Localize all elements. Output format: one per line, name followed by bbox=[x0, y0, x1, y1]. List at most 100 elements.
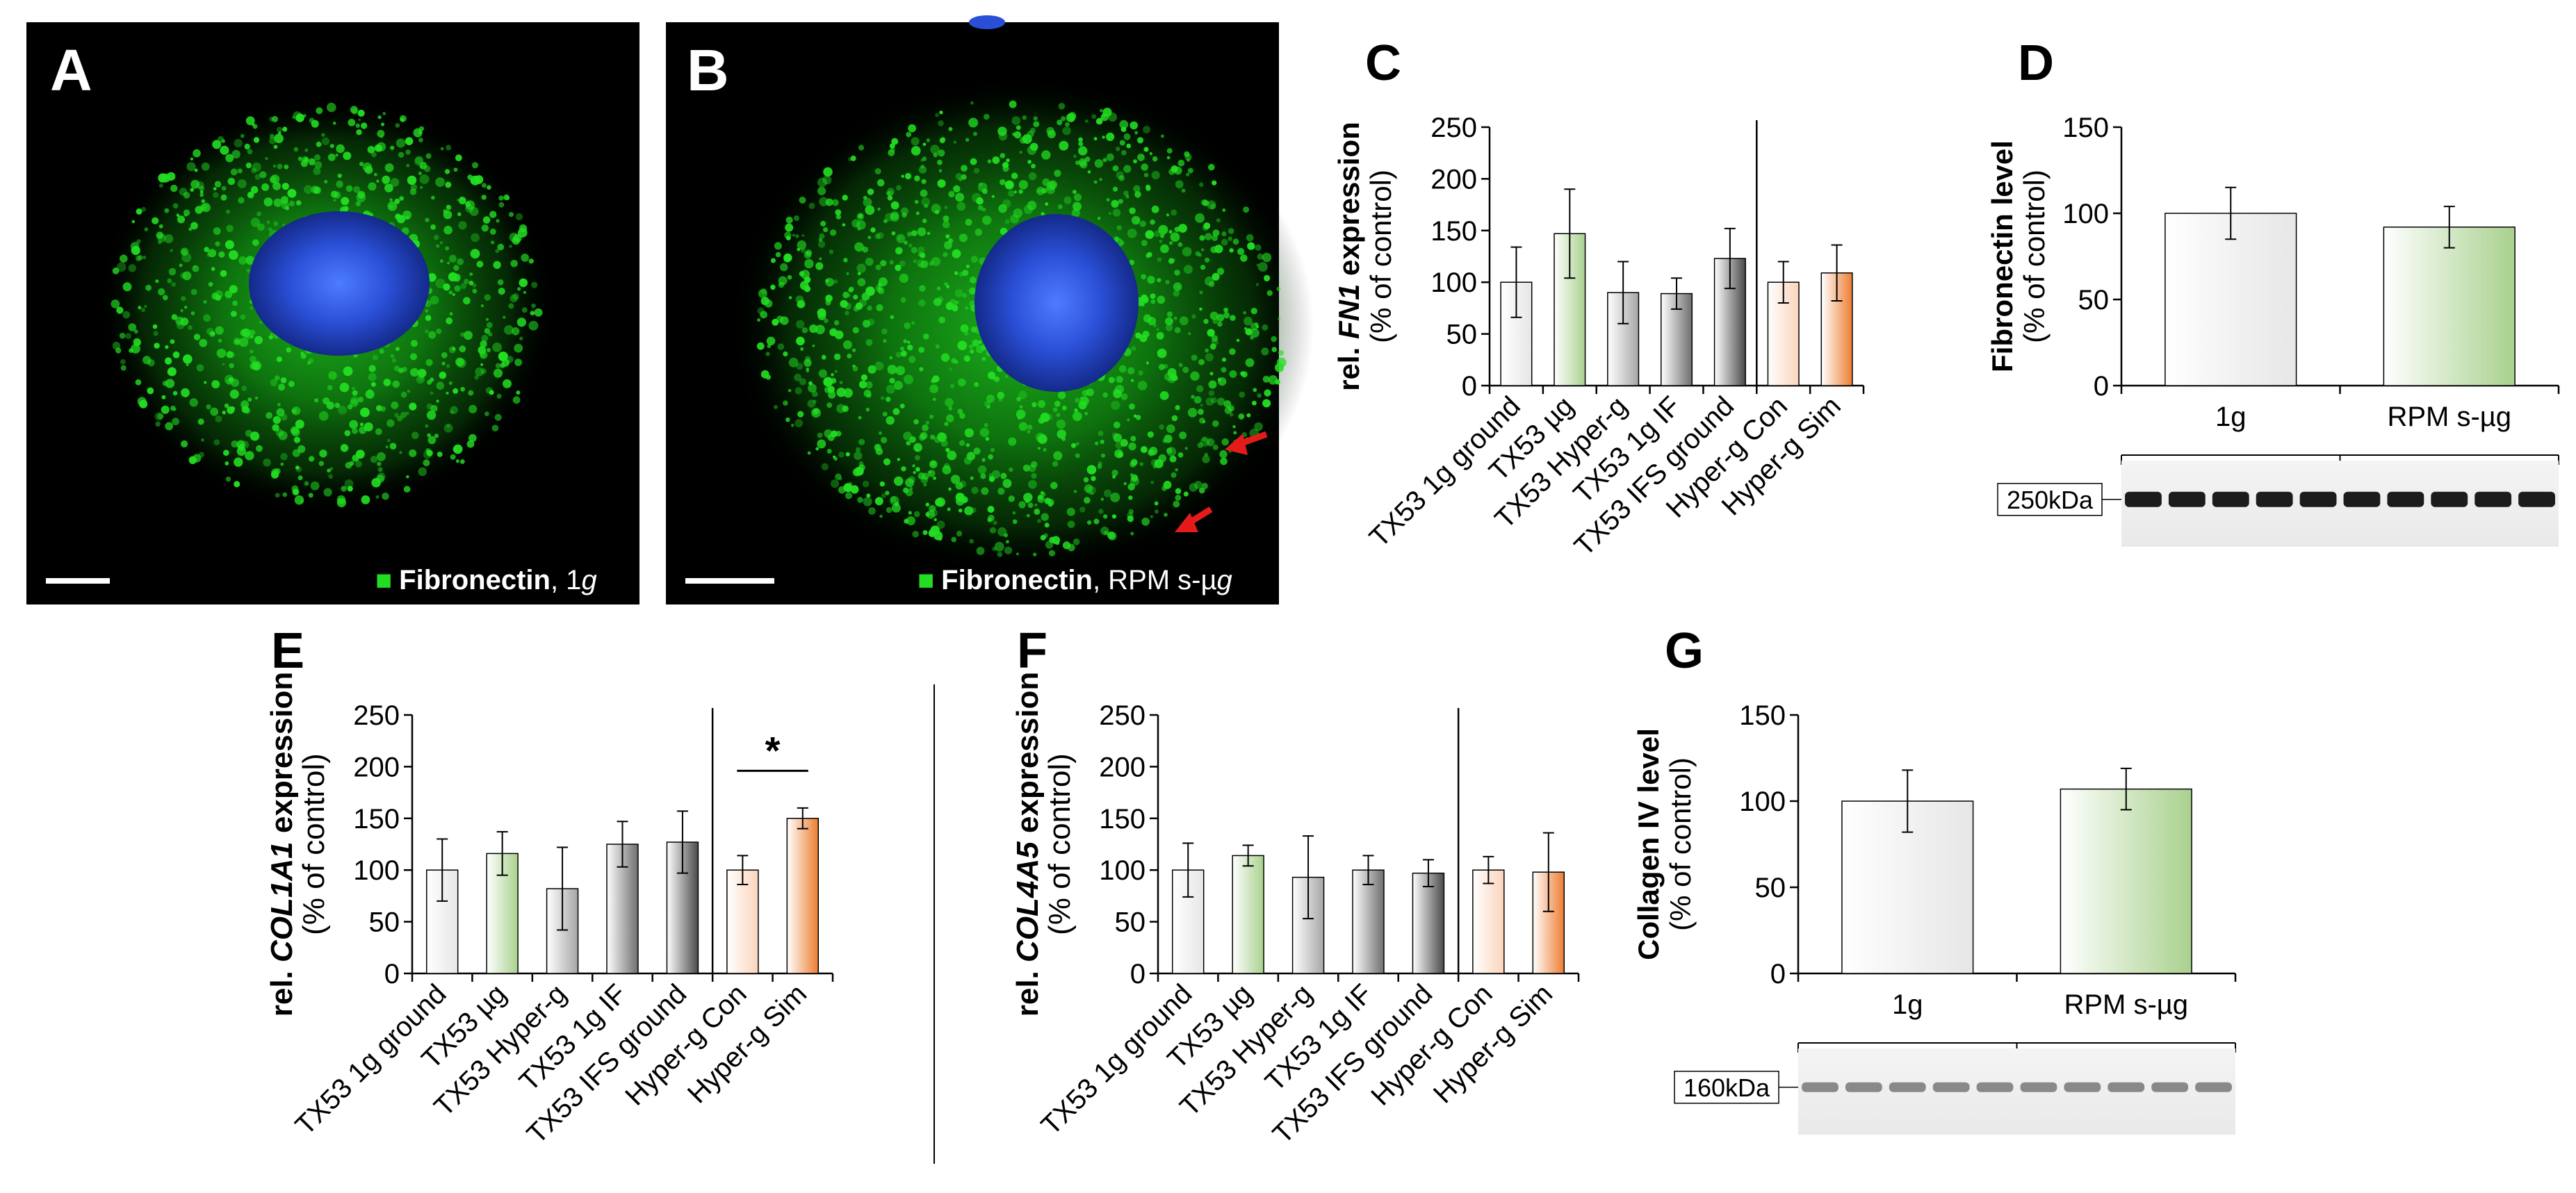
fibronectin-speck bbox=[779, 263, 788, 272]
fibronectin-speck bbox=[226, 224, 234, 233]
fibronectin-speck bbox=[302, 114, 307, 118]
fibronectin-speck bbox=[895, 352, 902, 358]
fibronectin-speck bbox=[1229, 348, 1236, 355]
fibronectin-speck bbox=[269, 176, 277, 183]
fibronectin-speck bbox=[1078, 401, 1087, 410]
fibronectin-speck bbox=[1136, 219, 1139, 222]
fibronectin-speck bbox=[915, 455, 920, 461]
fibronectin-speck bbox=[778, 281, 785, 288]
fibronectin-speck bbox=[895, 247, 903, 255]
fibronectin-speck bbox=[1127, 228, 1137, 238]
fibronectin-speck bbox=[1239, 391, 1246, 398]
fibronectin-speck bbox=[913, 470, 916, 475]
fibronectin-speck bbox=[927, 231, 931, 236]
fibronectin-speck bbox=[876, 445, 880, 449]
fibronectin-speck bbox=[276, 356, 282, 363]
fibronectin-speck bbox=[171, 281, 177, 287]
fibronectin-speck bbox=[208, 281, 213, 287]
fibronectin-speck bbox=[425, 153, 432, 159]
fibronectin-speck bbox=[1220, 457, 1228, 466]
fibronectin-speck bbox=[341, 486, 347, 492]
fibronectin-speck bbox=[144, 305, 147, 308]
fibronectin-speck bbox=[1278, 317, 1281, 321]
fibronectin-speck bbox=[918, 347, 925, 353]
fibronectin-speck bbox=[182, 271, 192, 281]
y-tick-label: 100 bbox=[353, 855, 400, 886]
scale-bar bbox=[46, 578, 110, 584]
fibronectin-speck bbox=[489, 228, 496, 235]
fibronectin-speck bbox=[1250, 328, 1260, 338]
blot-band bbox=[2518, 491, 2555, 507]
fibronectin-speck bbox=[940, 137, 945, 142]
fibronectin-speck bbox=[1116, 147, 1120, 151]
fibronectin-speck bbox=[395, 123, 400, 128]
fibronectin-speck bbox=[295, 200, 302, 206]
fibronectin-speck bbox=[1170, 319, 1173, 323]
fibronectin-speck bbox=[1217, 377, 1221, 382]
fibronectin-speck bbox=[842, 291, 849, 299]
fibronectin-speck bbox=[250, 186, 259, 194]
fibronectin-speck bbox=[287, 188, 297, 198]
fibronectin-speck bbox=[1028, 172, 1037, 181]
fibronectin-speck bbox=[915, 448, 919, 452]
fibronectin-speck bbox=[1157, 295, 1166, 304]
fibronectin-speck bbox=[435, 177, 445, 187]
fibronectin-speck bbox=[157, 233, 166, 242]
fibronectin-speck bbox=[359, 161, 364, 167]
fibronectin-speck bbox=[436, 328, 442, 334]
fibronectin-speck bbox=[899, 346, 904, 351]
fibronectin-speck bbox=[156, 231, 164, 240]
fibronectin-speck bbox=[1175, 495, 1182, 501]
fibronectin-speck bbox=[340, 444, 349, 452]
fibronectin-speck bbox=[922, 529, 928, 536]
fibronectin-speck bbox=[874, 361, 884, 371]
fibronectin-speck bbox=[1232, 425, 1236, 429]
fibronectin-speck bbox=[406, 163, 410, 167]
fibronectin-speck bbox=[382, 175, 391, 184]
fibronectin-speck bbox=[252, 124, 258, 129]
fibronectin-speck bbox=[1169, 455, 1177, 463]
fibronectin-speck bbox=[1031, 472, 1037, 479]
fibronectin-speck bbox=[976, 197, 984, 205]
fibronectin-speck bbox=[334, 402, 341, 409]
fibronectin-speck bbox=[944, 422, 949, 427]
fibronectin-speck bbox=[783, 400, 788, 406]
fibronectin-speck bbox=[498, 288, 505, 295]
fibronectin-speck bbox=[457, 258, 464, 265]
fibronectin-speck bbox=[1011, 172, 1018, 179]
fibronectin-speck bbox=[963, 355, 970, 362]
fibronectin-speck bbox=[968, 117, 979, 128]
fibronectin-speck bbox=[453, 265, 459, 271]
fibronectin-speck bbox=[1256, 325, 1260, 329]
legend-b: ■ Fibronectin, RPM s-µg bbox=[918, 565, 1232, 595]
fibronectin-speck bbox=[245, 333, 252, 340]
fibronectin-speck bbox=[1254, 422, 1263, 431]
fibronectin-speck bbox=[221, 186, 227, 191]
fibronectin-speck bbox=[961, 165, 968, 172]
fibronectin-speck bbox=[266, 220, 270, 224]
fibronectin-speck bbox=[297, 156, 303, 161]
fibronectin-speck bbox=[1166, 447, 1177, 456]
fibronectin-speck bbox=[903, 431, 912, 441]
fibronectin-speck bbox=[1032, 552, 1037, 557]
fibronectin-speck bbox=[313, 154, 321, 161]
fibronectin-speck bbox=[952, 304, 959, 312]
fibronectin-speck bbox=[1042, 178, 1050, 186]
y-axis-label: rel. COL4A5 expression bbox=[1011, 672, 1045, 1017]
fibronectin-speck bbox=[245, 256, 255, 265]
fibronectin-speck bbox=[1154, 501, 1159, 506]
fibronectin-speck bbox=[170, 184, 178, 192]
fibronectin-speck bbox=[1037, 495, 1045, 503]
fibronectin-speck bbox=[1216, 313, 1225, 322]
fibronectin-speck bbox=[1137, 381, 1148, 390]
fibronectin-speck bbox=[891, 503, 901, 513]
fibronectin-speck bbox=[509, 245, 512, 248]
fibronectin-speck bbox=[969, 277, 977, 283]
fibronectin-speck bbox=[1093, 180, 1098, 184]
fibronectin-speck bbox=[425, 329, 429, 334]
fibronectin-speck bbox=[1046, 126, 1054, 135]
y-tick-label: 150 bbox=[353, 804, 400, 834]
fibronectin-speck bbox=[193, 454, 202, 463]
fibronectin-speck bbox=[1157, 351, 1163, 356]
